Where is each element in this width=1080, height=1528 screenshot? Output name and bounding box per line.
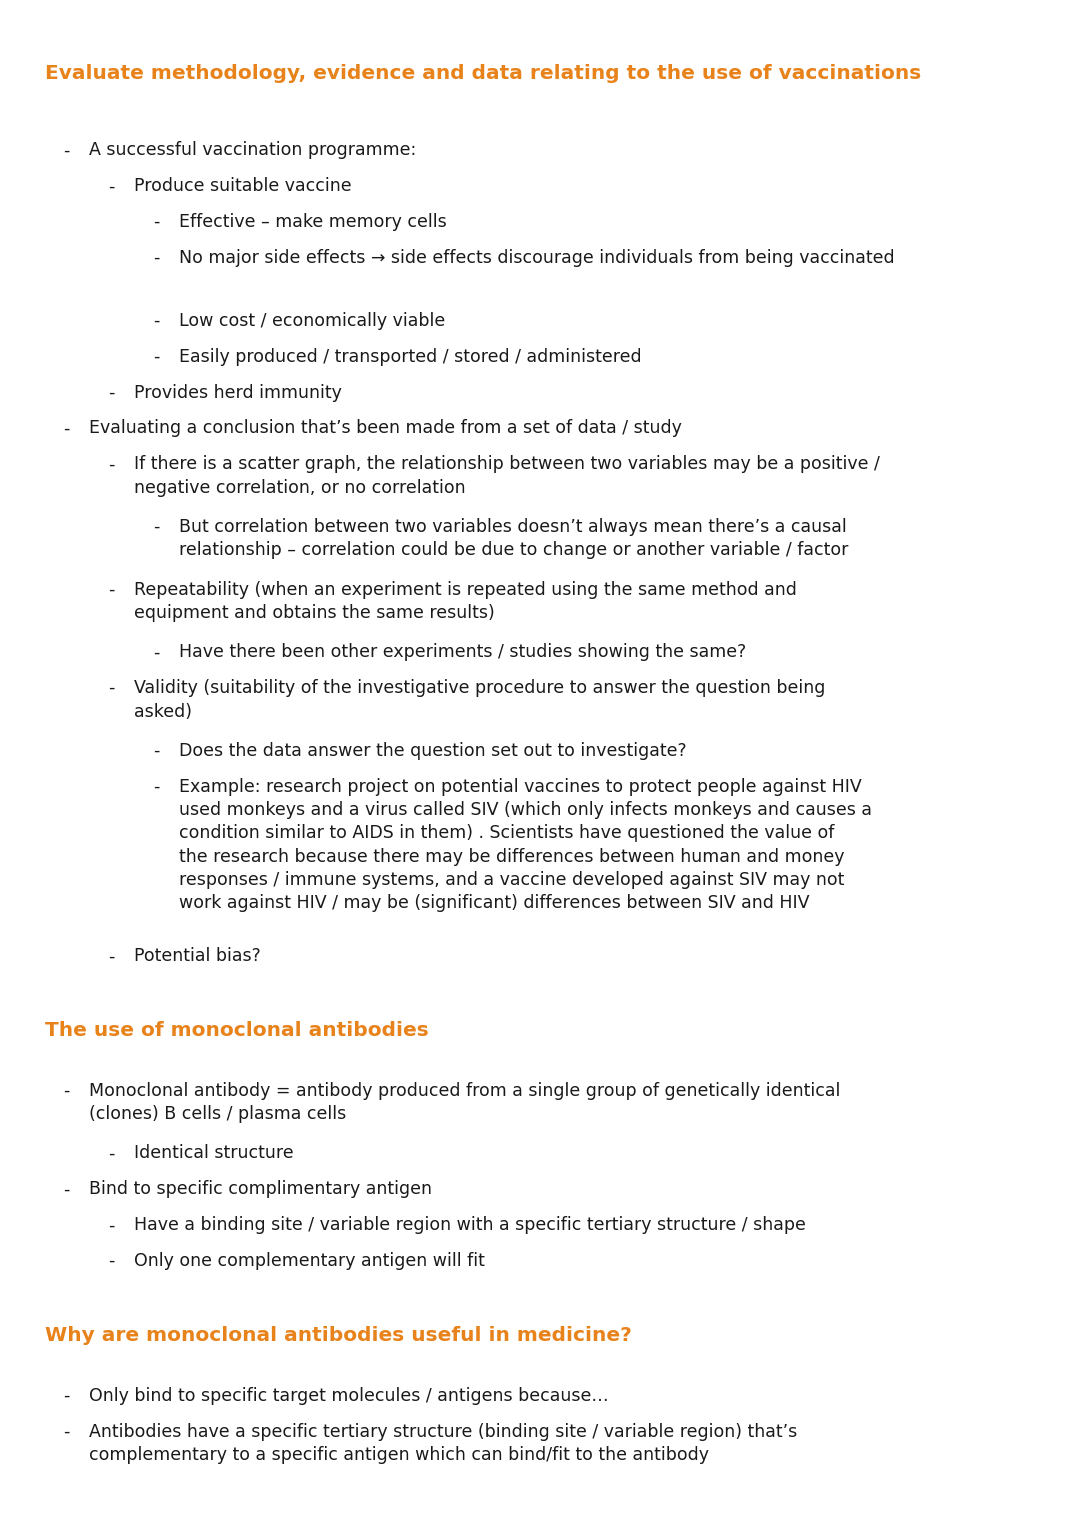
- Text: -: -: [153, 212, 160, 231]
- Text: -: -: [153, 249, 160, 267]
- Text: Provides herd immunity: Provides herd immunity: [134, 384, 341, 402]
- Text: -: -: [63, 142, 69, 159]
- Text: Repeatability (when an experiment is repeated using the same method and
equipmen: Repeatability (when an experiment is rep…: [134, 581, 797, 622]
- Text: -: -: [108, 177, 114, 196]
- Text: But correlation between two variables doesn’t always mean there’s a causal
relat: But correlation between two variables do…: [179, 518, 849, 559]
- Text: If there is a scatter graph, the relationship between two variables may be a pos: If there is a scatter graph, the relatio…: [134, 455, 880, 497]
- Text: Example: research project on potential vaccines to protect people against HIV
us: Example: research project on potential v…: [179, 778, 873, 912]
- Text: -: -: [108, 1144, 114, 1163]
- Text: -: -: [108, 678, 114, 697]
- Text: -: -: [108, 1253, 114, 1270]
- Text: -: -: [153, 518, 160, 536]
- Text: Effective – make memory cells: Effective – make memory cells: [179, 212, 447, 231]
- Text: -: -: [108, 1216, 114, 1235]
- Text: -: -: [63, 1180, 69, 1198]
- Text: No major side effects → side effects discourage individuals from being vaccinate: No major side effects → side effects dis…: [179, 249, 895, 267]
- Text: Only bind to specific target molecules / antigens because…: Only bind to specific target molecules /…: [89, 1387, 608, 1404]
- Text: -: -: [153, 741, 160, 759]
- Text: Identical structure: Identical structure: [134, 1144, 294, 1163]
- Text: Antibodies have a specific tertiary structure (binding site / variable region) t: Antibodies have a specific tertiary stru…: [89, 1423, 797, 1464]
- Text: Have there been other experiments / studies showing the same?: Have there been other experiments / stud…: [179, 643, 746, 662]
- Text: A successful vaccination programme:: A successful vaccination programme:: [89, 142, 416, 159]
- Text: -: -: [108, 581, 114, 599]
- Text: -: -: [153, 778, 160, 796]
- Text: -: -: [108, 384, 114, 402]
- Text: -: -: [63, 1423, 69, 1441]
- Text: Monoclonal antibody = antibody produced from a single group of genetically ident: Monoclonal antibody = antibody produced …: [89, 1082, 840, 1123]
- Text: Does the data answer the question set out to investigate?: Does the data answer the question set ou…: [179, 741, 687, 759]
- Text: Produce suitable vaccine: Produce suitable vaccine: [134, 177, 352, 196]
- Text: Why are monoclonal antibodies useful in medicine?: Why are monoclonal antibodies useful in …: [45, 1326, 632, 1345]
- Text: -: -: [153, 347, 160, 365]
- Text: -: -: [63, 1082, 69, 1100]
- Text: -: -: [153, 312, 160, 330]
- Text: Low cost / economically viable: Low cost / economically viable: [179, 312, 446, 330]
- Text: Validity (suitability of the investigative procedure to answer the question bein: Validity (suitability of the investigati…: [134, 678, 825, 721]
- Text: Bind to specific complimentary antigen: Bind to specific complimentary antigen: [89, 1180, 432, 1198]
- Text: -: -: [63, 1387, 69, 1404]
- Text: Evaluating a conclusion that’s been made from a set of data / study: Evaluating a conclusion that’s been made…: [89, 419, 681, 437]
- Text: Only one complementary antigen will fit: Only one complementary antigen will fit: [134, 1253, 485, 1270]
- Text: The use of monoclonal antibodies: The use of monoclonal antibodies: [45, 1022, 429, 1041]
- Text: -: -: [63, 419, 69, 437]
- Text: Easily produced / transported / stored / administered: Easily produced / transported / stored /…: [179, 347, 642, 365]
- Text: Potential bias?: Potential bias?: [134, 947, 260, 966]
- Text: -: -: [108, 455, 114, 474]
- Text: Evaluate methodology, evidence and data relating to the use of vaccinations: Evaluate methodology, evidence and data …: [45, 64, 921, 83]
- Text: Have a binding site / variable region with a specific tertiary structure / shape: Have a binding site / variable region wi…: [134, 1216, 806, 1235]
- Text: -: -: [153, 643, 160, 662]
- Text: -: -: [108, 947, 114, 966]
